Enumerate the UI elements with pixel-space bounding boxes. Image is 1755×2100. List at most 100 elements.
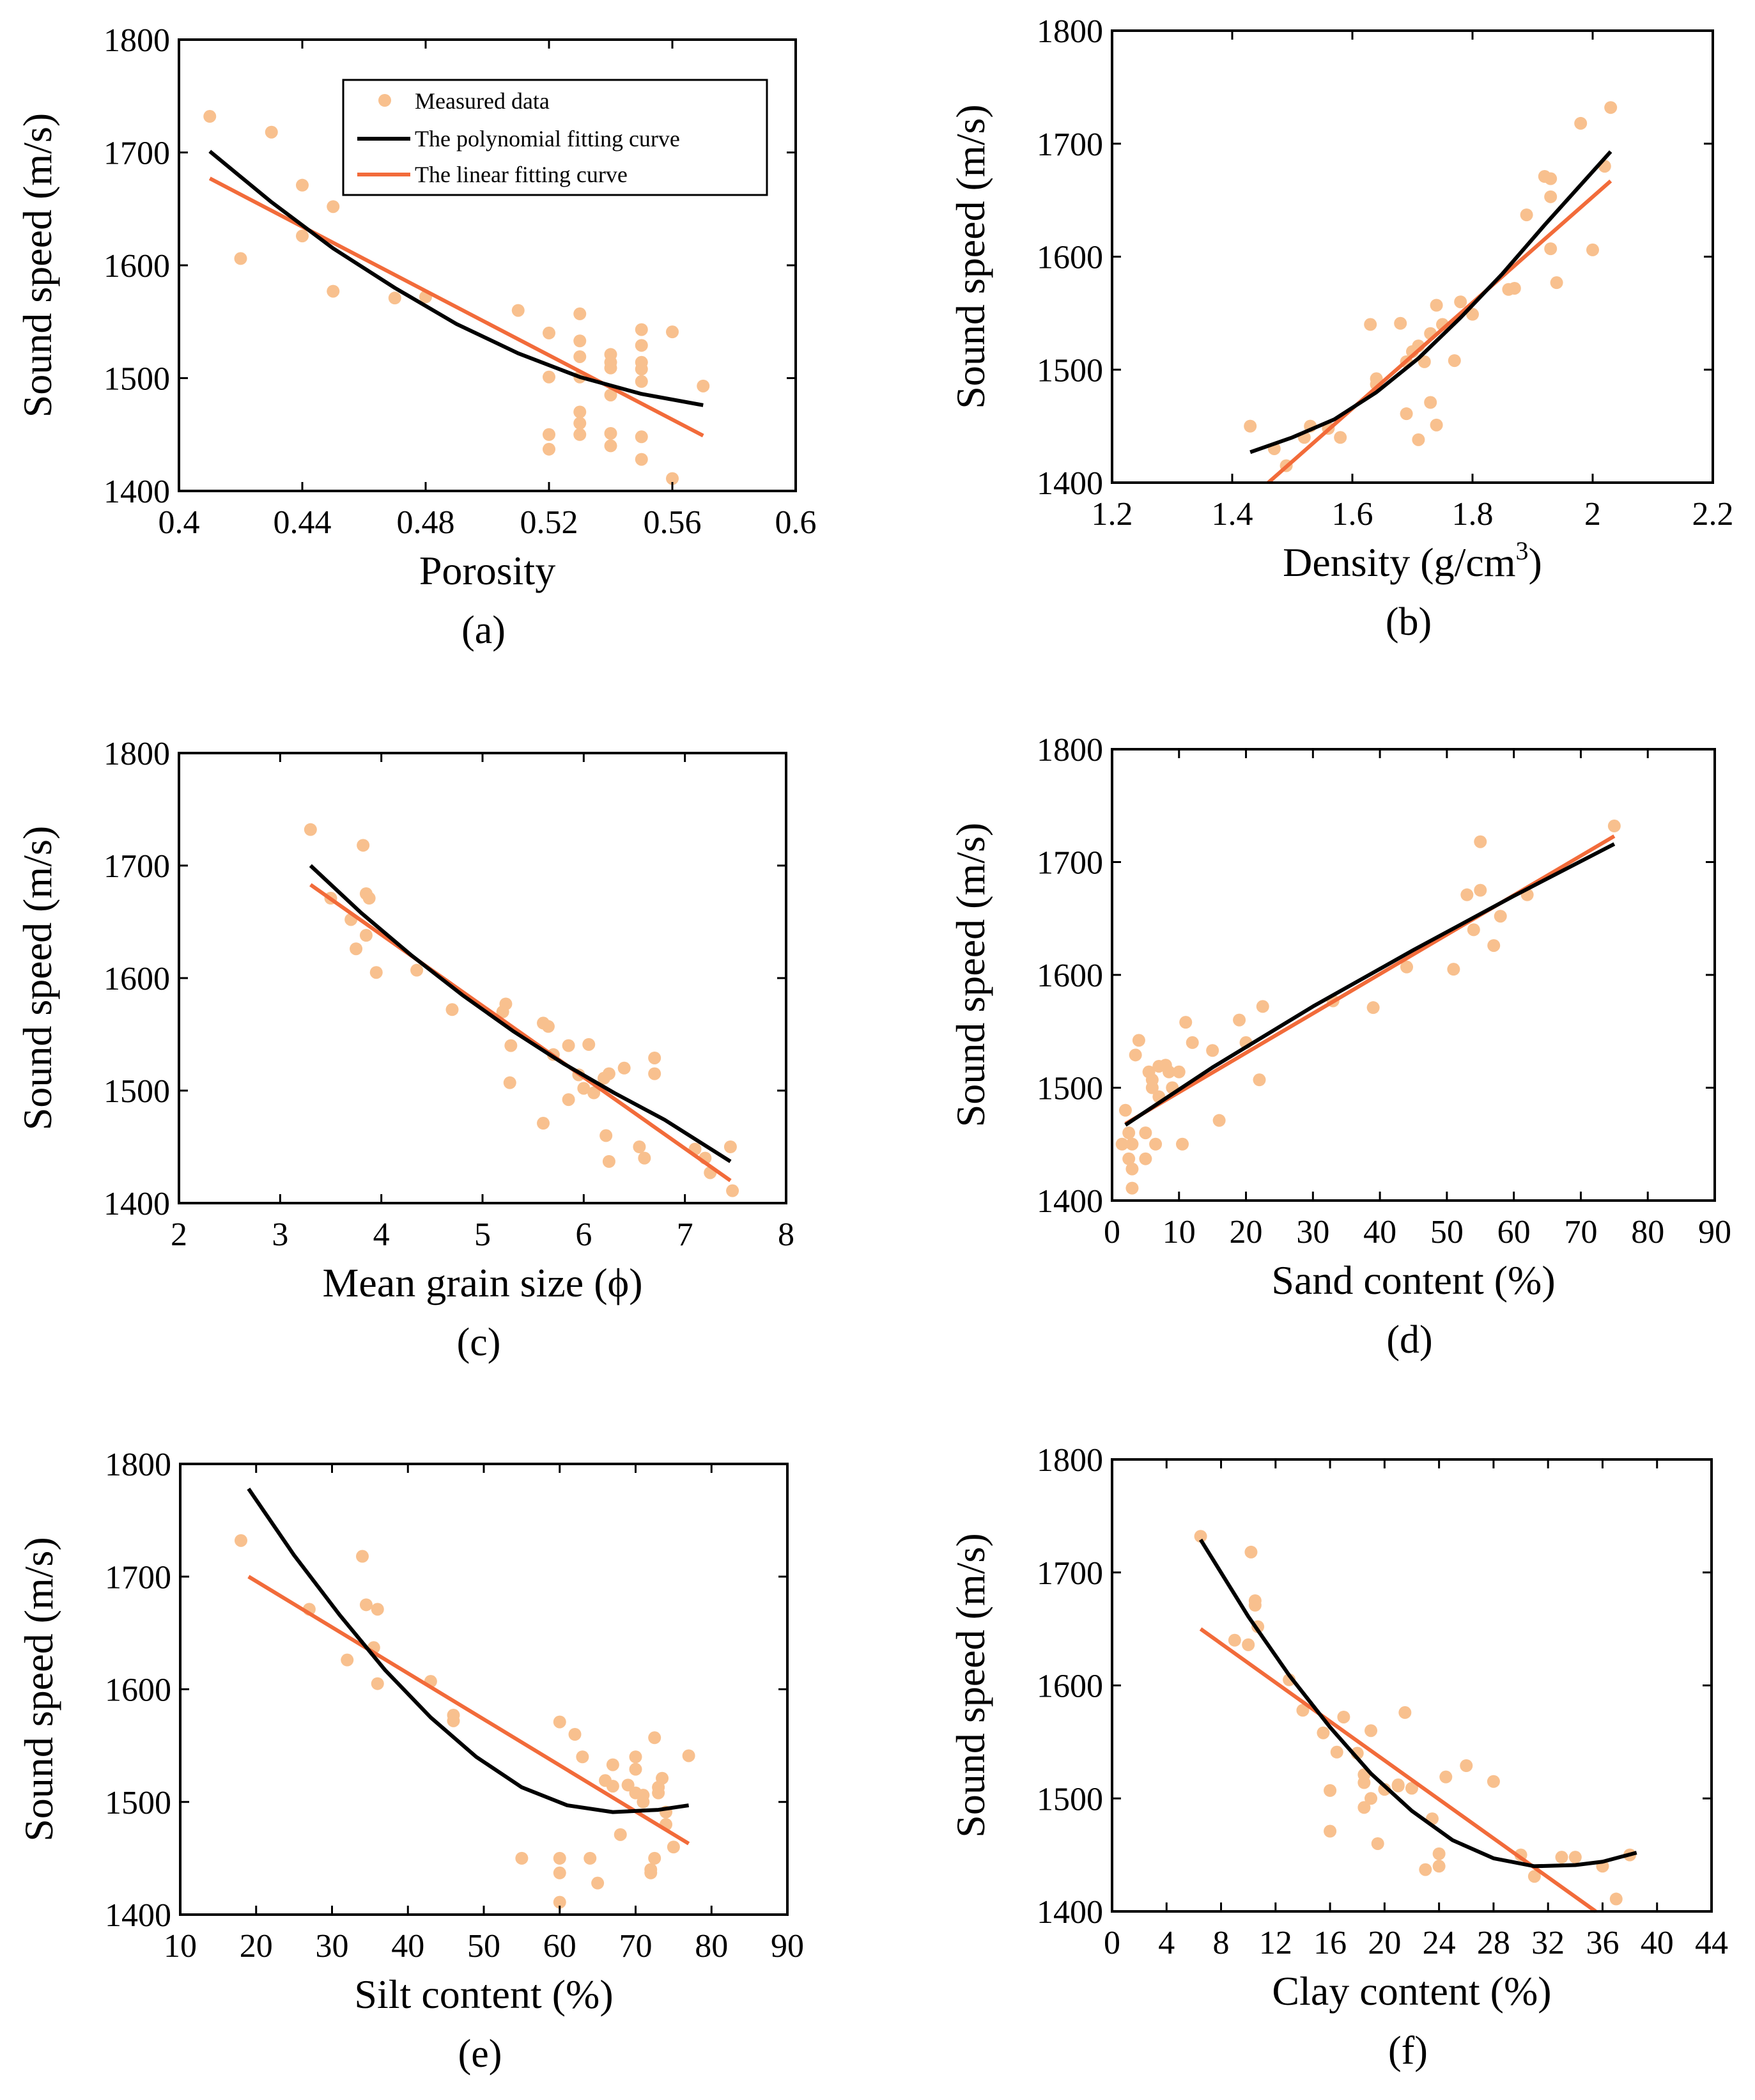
data-point-d-8 [1132,1034,1145,1047]
data-point-d-36 [1474,883,1487,897]
data-point-c-10 [445,1003,459,1016]
data-point-e-6 [371,1603,384,1616]
chart-panel-a: 0.4 0.44 0.48 0.52 0.56 0.6 1400 1500 1600 1700 18… [15,22,817,652]
data-point-e-17 [576,1750,589,1764]
data-point-a-9 [511,304,525,317]
data-point-c-17 [537,1117,550,1130]
data-point-d-5 [1125,1162,1139,1176]
data-point-c-12 [499,997,513,1011]
data-point-e-12 [553,1715,566,1729]
x-axis-title: Clay content (%) [1272,1968,1551,2014]
data-point-e-2 [341,1653,354,1667]
data-point-e-26 [629,1762,642,1776]
data-point-b-0 [1244,419,1257,433]
scatter-points [304,823,739,1197]
x-tick-label: 0.48 [397,504,455,541]
data-point-c-24 [587,1086,601,1100]
polynomial-fit-curve [208,150,704,407]
x-tick-label: 50 [1430,1214,1464,1250]
y-tick-label: 1500 [1037,1781,1103,1817]
data-point-f-32 [1487,1775,1500,1788]
data-point-a-24 [604,388,617,401]
data-point-e-32 [648,1731,661,1745]
data-point-b-17 [1424,396,1437,409]
y-axis-title: Sound speed (m/s) [16,1537,61,1841]
data-point-a-11 [543,370,555,384]
data-point-a-1 [265,125,278,139]
x-tick-label: 10 [164,1928,197,1964]
data-point-d-25 [1212,1114,1226,1127]
chart-panel-e: 10 20 30 40 50 60 70 80 90 1400 1500 1600 1700 1800 So… [16,1447,804,2076]
x-tick-label: 0 [1104,1214,1120,1250]
data-point-a-28 [635,339,648,352]
data-point-b-19 [1430,299,1443,312]
data-point-f-5 [1248,1599,1262,1612]
data-point-f-8 [1296,1704,1310,1717]
legend-box [342,79,768,196]
data-point-f-19 [1365,1792,1378,1805]
x-axis-title: Silt content (%) [354,1972,613,2017]
data-point-c-20 [562,1093,575,1107]
data-point-e-36 [656,1771,669,1785]
data-point-a-6 [327,284,340,298]
x-tick-label: 1.6 [1332,496,1373,533]
data-point-d-29 [1256,1000,1269,1013]
legend-marker-measured [378,94,391,107]
data-point-b-12 [1400,407,1413,421]
x-axis-title: Sand content (%) [1271,1257,1555,1303]
y-tick-label: 1600 [1037,240,1103,276]
y-tick-label: 1800 [104,736,170,772]
data-point-c-7 [359,929,373,942]
data-point-d-38 [1487,939,1501,953]
x-axis-title: Porosity [419,548,555,593]
data-point-a-14 [573,307,587,320]
data-point-f-26 [1419,1863,1432,1876]
panel-label: (a) [461,609,506,652]
data-point-d-41 [1607,820,1621,833]
y-tick-label: 1700 [1037,127,1103,163]
data-point-b-6 [1334,431,1347,444]
data-point-a-2 [234,252,247,265]
linear-fit-line [208,176,704,438]
linear-fit-line [1267,179,1612,485]
y-tick-label: 1600 [105,1672,171,1709]
x-tick-label: 60 [1497,1214,1531,1250]
linear-fit-line [309,883,732,1183]
y-tick-label: 1500 [105,1785,171,1821]
data-point-c-3 [350,942,363,956]
data-point-a-15 [573,334,587,348]
data-point-e-33 [648,1851,661,1865]
data-point-a-20 [573,428,587,441]
chart-panel-b: 1.2 1.4 1.6 1.8 2 2.2 1400 1500 1600 1700 1800 Soun… [948,13,1734,644]
x-axis-title: Density (g/cm3) [1283,536,1542,585]
data-point-d-7 [1129,1048,1142,1062]
x-tick-label: 24 [1423,1925,1456,1961]
data-point-b-7 [1364,318,1377,331]
x-tick-label: 2.2 [1692,496,1734,533]
data-point-f-2 [1242,1638,1255,1651]
legend-label-linear: The linear fitting curve [415,162,628,187]
polynomial-fit-curve [247,1488,690,1814]
data-point-c-38 [726,1184,739,1197]
data-point-d-6 [1125,1181,1139,1195]
data-point-c-31 [638,1151,651,1165]
x-tick-label: 6 [575,1217,592,1253]
y-tick-label: 1700 [1037,845,1103,882]
y-axis-title: Sound speed (m/s) [948,1533,993,1837]
scatter-points [235,1534,695,1909]
x-tick-label: 80 [1631,1214,1664,1250]
plot-frame [1111,1458,1713,1913]
data-point-f-16 [1357,1776,1371,1789]
data-point-a-34 [666,325,679,339]
data-point-e-13 [553,1851,566,1865]
data-point-f-13 [1337,1710,1350,1723]
data-point-f-38 [1609,1892,1623,1906]
y-tick-label: 1600 [1037,1668,1103,1705]
linear-fit-line [247,1575,690,1846]
data-point-d-9 [1139,1126,1152,1140]
data-point-b-27 [1520,208,1533,222]
data-point-c-26 [602,1067,615,1080]
x-tick-label: 40 [1363,1214,1396,1250]
x-tick-label: 30 [1296,1214,1329,1250]
